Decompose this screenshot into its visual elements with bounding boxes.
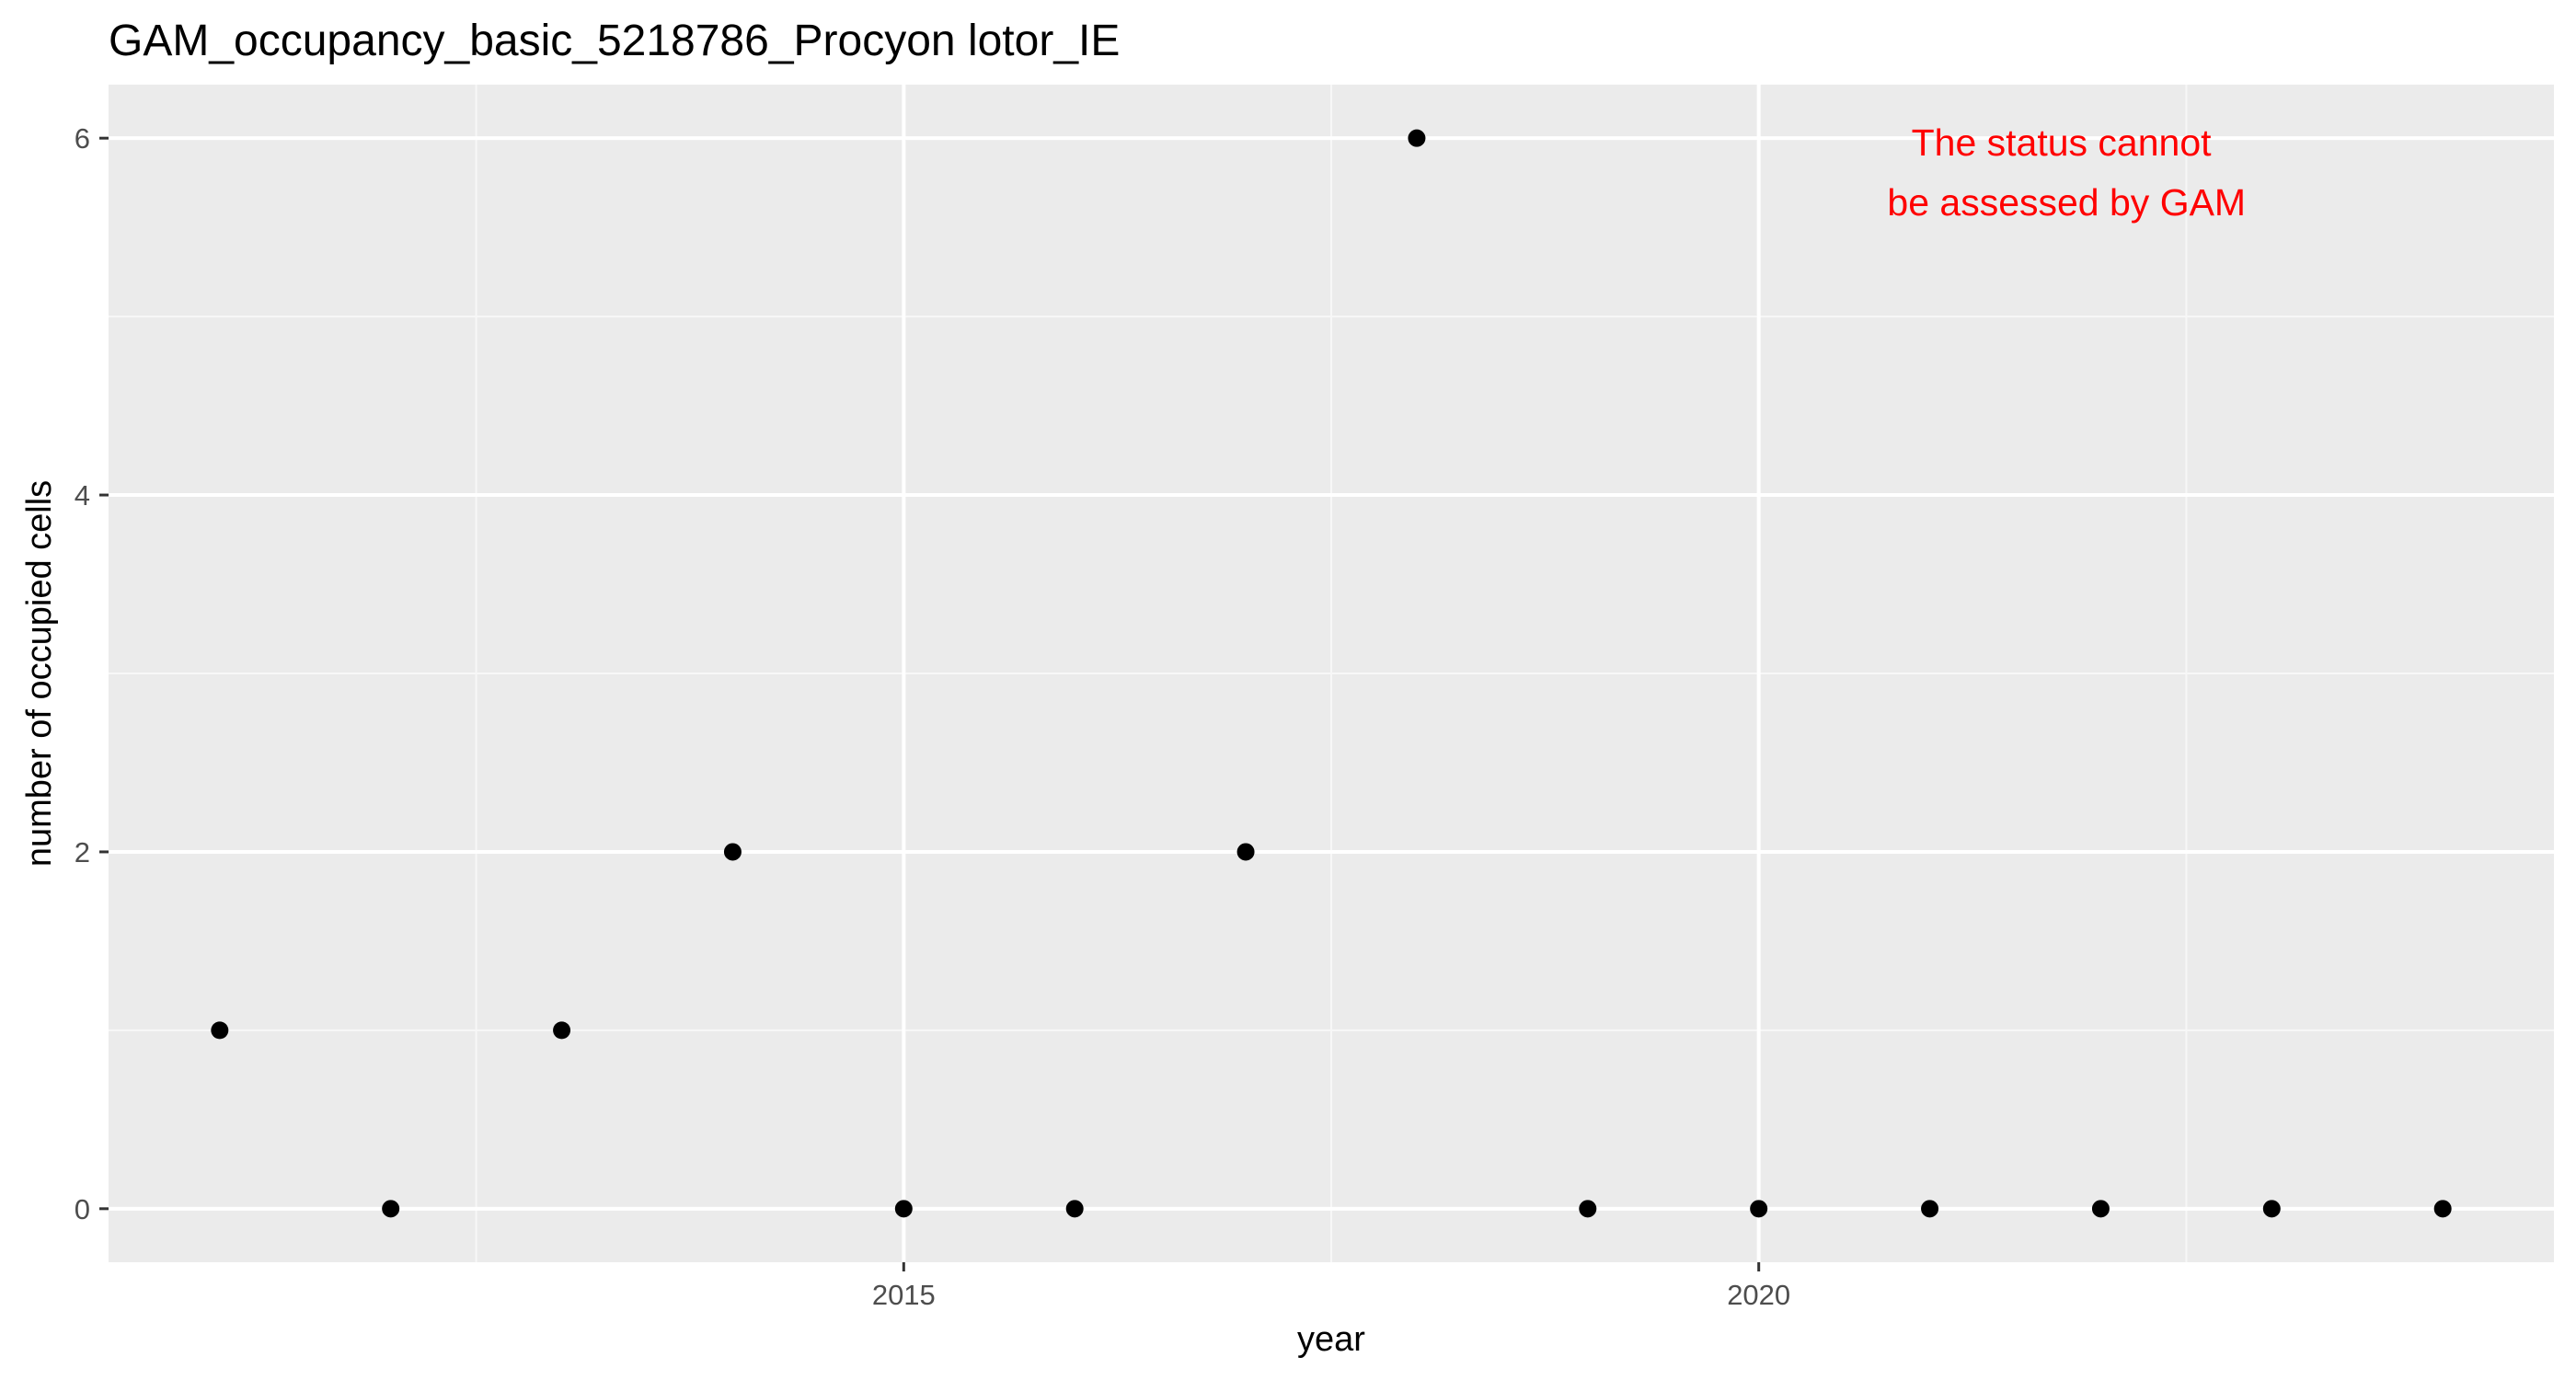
data-point xyxy=(2433,1200,2452,1218)
grid-minor xyxy=(109,85,2554,1262)
x-tick-label: 2015 xyxy=(872,1279,936,1311)
data-point xyxy=(1750,1200,1768,1218)
status-annotation: The status cannot be assessed by GAM xyxy=(1887,121,2246,224)
annotation-line-1: The status cannot xyxy=(1912,121,2213,164)
y-tick-label: 2 xyxy=(75,836,90,868)
data-point xyxy=(723,843,742,861)
x-tick-label: 2020 xyxy=(1727,1279,1790,1311)
grid-major xyxy=(109,85,2554,1262)
data-point xyxy=(1408,129,1426,147)
y-tick-label: 4 xyxy=(75,479,90,512)
data-point xyxy=(1579,1200,1597,1218)
annotation-line-2: be assessed by GAM xyxy=(1887,181,2246,224)
data-point xyxy=(1065,1200,1084,1218)
y-axis-title: number of occupied cells xyxy=(20,480,59,867)
data-point xyxy=(2262,1200,2281,1218)
data-point xyxy=(2091,1200,2110,1218)
data-point xyxy=(553,1021,571,1040)
data-point xyxy=(1921,1200,1939,1218)
x-axis-title: year xyxy=(1297,1320,1365,1359)
data-point xyxy=(1236,843,1255,861)
axis-ticks: 2015 2020 0 2 4 6 xyxy=(75,122,1790,1311)
data-point xyxy=(211,1021,229,1040)
chart-title: GAM_occupancy_basic_5218786_Procyon loto… xyxy=(109,17,1120,65)
y-tick-label: 0 xyxy=(75,1193,90,1225)
data-points xyxy=(211,129,2452,1218)
data-point xyxy=(894,1200,913,1218)
y-tick-label: 6 xyxy=(75,122,90,155)
data-point xyxy=(382,1200,400,1218)
